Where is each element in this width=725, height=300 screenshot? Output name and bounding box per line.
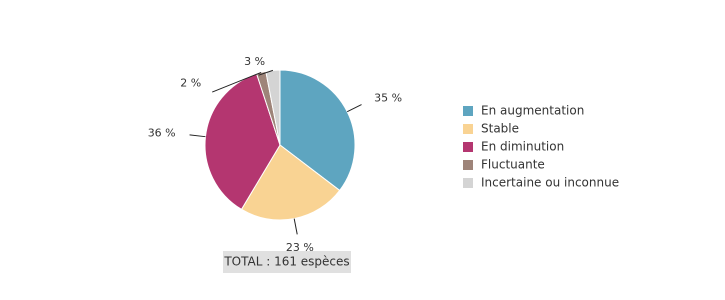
legend-label: En diminution (481, 140, 564, 154)
leader-line (346, 104, 362, 113)
legend-swatch (463, 124, 473, 134)
legend-swatch (463, 142, 473, 152)
leader-line (212, 71, 262, 93)
value-label: 36 % (148, 126, 176, 139)
legend-swatch (463, 160, 473, 170)
leader-line (189, 134, 206, 138)
total-box (223, 251, 351, 273)
legend-swatch (463, 178, 473, 188)
legend-swatch (463, 106, 473, 116)
value-label: 3 % (244, 55, 265, 68)
legend-label: Incertaine ou inconnue (481, 176, 619, 190)
legend-label: Fluctuante (481, 158, 545, 172)
leader-line (293, 218, 298, 235)
leader-line (258, 69, 274, 76)
legend-label: En augmentation (481, 104, 584, 118)
legend-label: Stable (481, 122, 519, 136)
total-label: TOTAL : 161 espèces (223, 255, 349, 269)
value-label: 35 % (374, 91, 402, 104)
value-label: 23 % (286, 241, 314, 254)
value-label: 2 % (180, 76, 201, 89)
